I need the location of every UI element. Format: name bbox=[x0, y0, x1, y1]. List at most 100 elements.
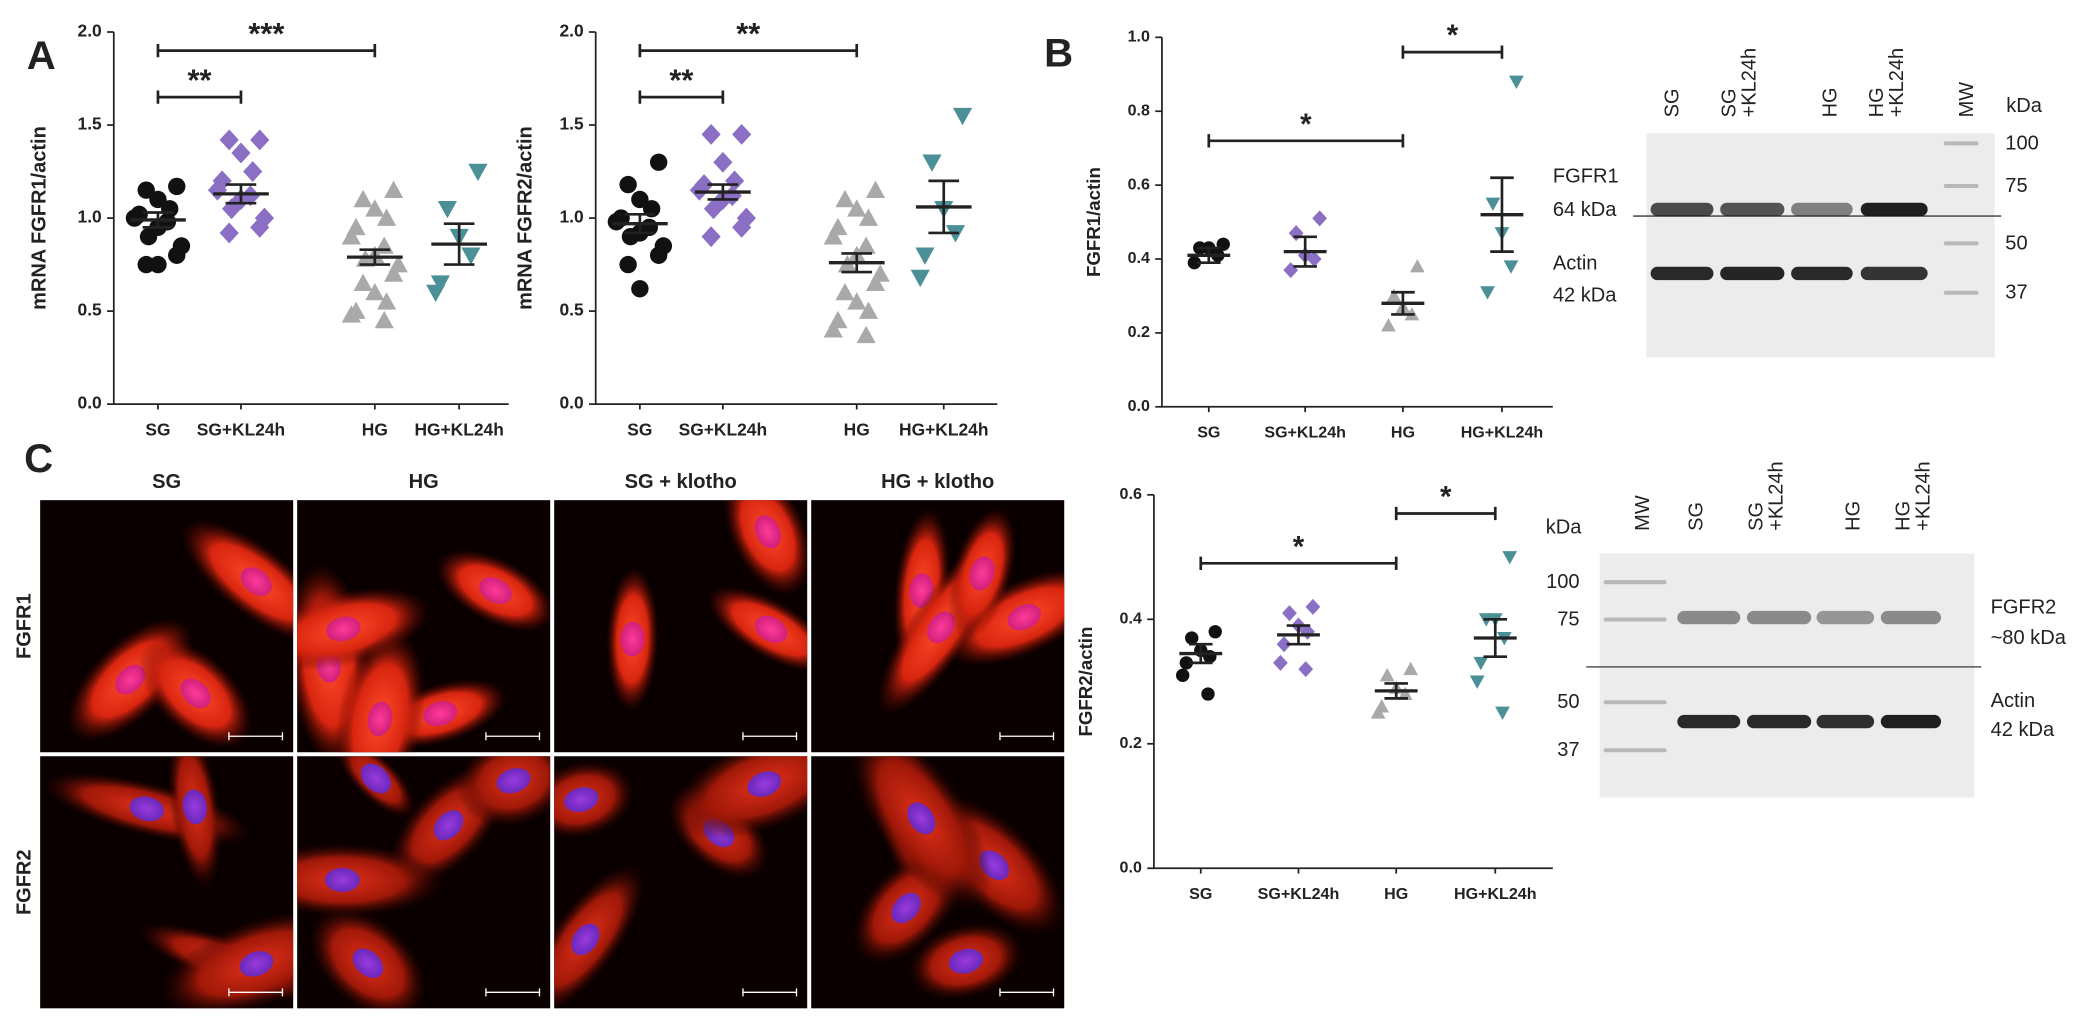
cells bbox=[877, 507, 1065, 715]
blot-band bbox=[1720, 266, 1785, 281]
significance-bracket bbox=[1394, 506, 1497, 521]
data-point bbox=[1276, 636, 1292, 653]
x-tick-label: SG bbox=[1197, 424, 1220, 442]
data-point bbox=[1469, 675, 1485, 689]
blot-band bbox=[1816, 610, 1875, 625]
data-point bbox=[219, 129, 239, 151]
micrograph-column-label: HG bbox=[409, 471, 439, 493]
data-point bbox=[1480, 286, 1495, 300]
lane-label: HG bbox=[1842, 501, 1864, 531]
data-point bbox=[384, 180, 404, 198]
nucleus bbox=[115, 664, 146, 695]
data-point bbox=[910, 269, 930, 288]
lane-label: +KL24h bbox=[1739, 48, 1761, 117]
panel-label: A bbox=[27, 34, 56, 78]
data-point bbox=[835, 189, 855, 208]
data-point bbox=[858, 301, 879, 319]
error-bar bbox=[624, 213, 656, 235]
data-point bbox=[250, 129, 270, 151]
data-point bbox=[1305, 598, 1321, 615]
data-point bbox=[376, 292, 397, 310]
mw-label: 50 bbox=[1557, 691, 1579, 713]
data-point bbox=[847, 292, 867, 310]
data-point bbox=[1502, 551, 1518, 565]
micrograph bbox=[811, 500, 1065, 753]
data-point bbox=[619, 255, 637, 274]
blot-band bbox=[1677, 714, 1741, 729]
blot-band bbox=[1860, 202, 1928, 217]
y-tick-label: 0.2 bbox=[1120, 734, 1142, 752]
axis bbox=[1153, 494, 1553, 870]
data-point bbox=[1288, 225, 1304, 242]
y-tick-label: 2.0 bbox=[559, 21, 583, 41]
error-bar bbox=[443, 222, 475, 266]
lane-label: +KL24h bbox=[1765, 461, 1787, 530]
nucleus bbox=[479, 577, 512, 604]
y-tick-label: 1.5 bbox=[559, 114, 584, 134]
data-point bbox=[607, 213, 626, 231]
x-tick-label: SG+KL24h bbox=[1258, 885, 1340, 903]
nucleus bbox=[423, 701, 458, 727]
data-point bbox=[856, 236, 876, 254]
data-point bbox=[952, 107, 973, 126]
data-point bbox=[461, 247, 481, 265]
data-point bbox=[858, 208, 879, 226]
data-point bbox=[1386, 288, 1402, 302]
mw-marker-band bbox=[1943, 290, 1979, 295]
nucleus bbox=[754, 515, 781, 549]
x-tick-label: HG bbox=[1391, 424, 1415, 442]
data-point bbox=[1283, 262, 1299, 279]
y-tick-label: 1.5 bbox=[78, 114, 103, 134]
error-bar bbox=[1286, 624, 1311, 646]
data-point bbox=[823, 320, 843, 338]
significance-label: * bbox=[1447, 19, 1459, 52]
nucleus bbox=[326, 616, 361, 642]
protein-label: 42 kDa bbox=[1991, 719, 2055, 741]
protein-label: FGFR1 bbox=[1553, 166, 1619, 188]
protein-label: Actin bbox=[1991, 690, 2036, 712]
data-point bbox=[139, 228, 158, 246]
nucleus bbox=[360, 763, 391, 794]
scale-bar bbox=[999, 988, 1055, 997]
data-point bbox=[1176, 668, 1190, 682]
data-point bbox=[207, 179, 228, 201]
significance-bracket bbox=[1199, 556, 1398, 570]
blot-membrane bbox=[1646, 133, 1995, 358]
micrograph-column-label: HG + klotho bbox=[881, 471, 994, 493]
data-point bbox=[426, 284, 446, 303]
lane-label: SG bbox=[1745, 502, 1767, 531]
nucleus bbox=[927, 611, 956, 644]
significance-bracket bbox=[156, 90, 243, 104]
error-bar bbox=[1391, 290, 1415, 316]
data-point bbox=[168, 246, 186, 264]
blot-band bbox=[1650, 202, 1714, 217]
data-point bbox=[1208, 625, 1222, 639]
nucleus bbox=[367, 701, 393, 737]
x-tick-label: HG bbox=[1384, 885, 1408, 903]
error-bar bbox=[928, 179, 960, 235]
lane-label: +KL24h bbox=[1886, 48, 1908, 117]
data-point bbox=[619, 175, 637, 194]
y-tick-label: 1.0 bbox=[78, 207, 102, 227]
data-point bbox=[365, 282, 385, 301]
data-point bbox=[835, 282, 855, 301]
axis bbox=[1161, 37, 1553, 408]
significance-bracket bbox=[1207, 134, 1405, 148]
nucleus bbox=[891, 892, 921, 924]
significance-label: *** bbox=[248, 16, 284, 51]
mw-marker-band bbox=[1943, 184, 1979, 189]
significance-bracket bbox=[638, 90, 725, 104]
data-point bbox=[1306, 251, 1322, 268]
y-axis-label: mRNA FGFR1/actin bbox=[28, 126, 50, 310]
y-tick-label: 1.0 bbox=[559, 207, 583, 227]
y-tick-label: 0.4 bbox=[1128, 249, 1150, 267]
error-bar bbox=[359, 248, 391, 266]
nucleus bbox=[352, 948, 384, 978]
error-bar bbox=[1293, 235, 1317, 268]
protein-label: 42 kDa bbox=[1553, 284, 1617, 306]
lane-label: SG bbox=[1662, 88, 1684, 117]
x-tick-label: SG bbox=[627, 419, 652, 439]
x-tick-label: HG+KL24h bbox=[1454, 885, 1536, 903]
blot-band bbox=[1816, 714, 1875, 729]
mw-marker-band bbox=[1603, 580, 1667, 585]
